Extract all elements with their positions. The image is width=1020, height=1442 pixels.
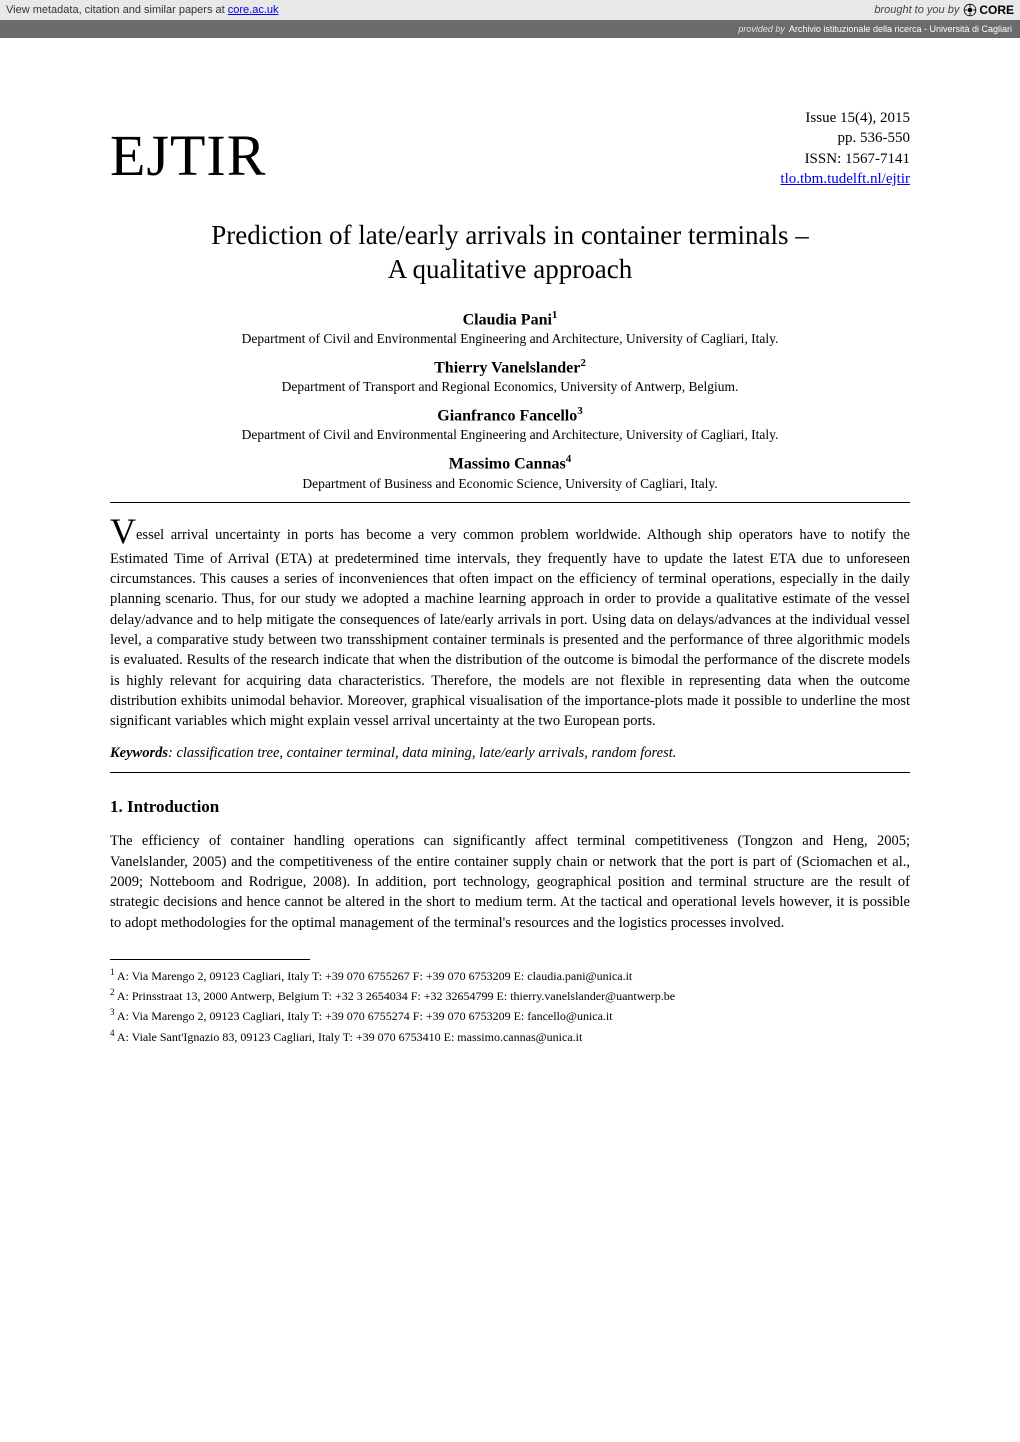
author-block: Claudia Pani1 Department of Civil and En… — [110, 309, 910, 347]
core-icon — [963, 3, 977, 17]
footnote: 2 A: Prinsstraat 13, 2000 Antwerp, Belgi… — [110, 986, 910, 1004]
author-name: Claudia Pani1 — [110, 309, 910, 329]
title-line-2: A qualitative approach — [388, 254, 632, 284]
page-content: EJTIR Issue 15(4), 2015 pp. 536-550 ISSN… — [0, 38, 1020, 1087]
metadata-banner: View metadata, citation and similar pape… — [0, 0, 1020, 20]
affiliation: Department of Business and Economic Scie… — [110, 476, 910, 492]
issue-line: Issue 15(4), 2015 — [780, 108, 910, 128]
footnote: 4 A: Viale Sant'Ignazio 83, 09123 Caglia… — [110, 1027, 910, 1045]
footnote: 1 A: Via Marengo 2, 09123 Cagliari, Ital… — [110, 966, 910, 984]
affiliation: Department of Civil and Environmental En… — [110, 427, 910, 443]
author-name: Thierry Vanelslander2 — [110, 357, 910, 377]
author-name: Massimo Cannas4 — [110, 453, 910, 473]
banner-left-text: View metadata, citation and similar pape… — [6, 4, 279, 16]
banner-prefix: View metadata, citation and similar pape… — [6, 4, 228, 16]
provenance-source: Archivio istituzionale della ricerca - U… — [789, 24, 1012, 34]
intro-paragraph: The efficiency of container handling ope… — [110, 831, 910, 932]
header-row: EJTIR Issue 15(4), 2015 pp. 536-550 ISSN… — [110, 108, 910, 189]
author-block: Massimo Cannas4 Department of Business a… — [110, 453, 910, 491]
keywords: Keywords: classification tree, container… — [110, 745, 910, 762]
article-title: Prediction of late/early arrivals in con… — [110, 219, 910, 287]
section-heading: 1. Introduction — [110, 797, 910, 817]
abstract: Vessel arrival uncertainty in ports has … — [110, 513, 910, 732]
provenance-bar: provided by Archivio istituzionale della… — [0, 20, 1020, 38]
core-link[interactable]: core.ac.uk — [228, 4, 279, 16]
journal-abbrev: EJTIR — [110, 122, 266, 189]
author-name: Gianfranco Fancello3 — [110, 405, 910, 425]
rule-bottom — [110, 772, 910, 773]
dropcap: V — [110, 511, 136, 551]
core-text: CORE — [979, 3, 1014, 17]
footnote-separator — [110, 959, 310, 960]
abstract-text: essel arrival uncertainty in ports has b… — [110, 527, 910, 729]
brought-to-you: brought to you by — [874, 4, 959, 16]
journal-url[interactable]: tlo.tbm.tudelft.nl/ejtir — [780, 171, 910, 187]
footnote: 3 A: Via Marengo 2, 09123 Cagliari, Ital… — [110, 1006, 910, 1024]
keywords-text: : classification tree, container termina… — [168, 745, 676, 761]
affiliation: Department of Civil and Environmental En… — [110, 331, 910, 347]
affiliation: Department of Transport and Regional Eco… — [110, 379, 910, 395]
pages-line: pp. 536-550 — [780, 128, 910, 148]
author-block: Gianfranco Fancello3 Department of Civil… — [110, 405, 910, 443]
provided-by-label: provided by — [738, 24, 785, 34]
core-logo[interactable]: CORE — [963, 3, 1014, 17]
issue-block: Issue 15(4), 2015 pp. 536-550 ISSN: 1567… — [780, 108, 910, 189]
rule-top — [110, 502, 910, 503]
keywords-label: Keywords — [110, 745, 168, 761]
author-block: Thierry Vanelslander2 Department of Tran… — [110, 357, 910, 395]
banner-right: brought to you by CORE — [874, 3, 1014, 17]
issn-line: ISSN: 1567-7141 — [780, 149, 910, 169]
title-line-1: Prediction of late/early arrivals in con… — [211, 220, 809, 250]
